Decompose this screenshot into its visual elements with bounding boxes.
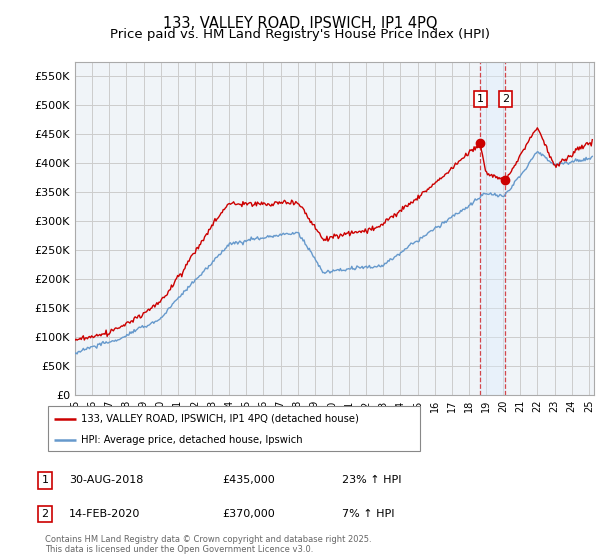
Text: HPI: Average price, detached house, Ipswich: HPI: Average price, detached house, Ipsw…	[82, 435, 303, 445]
Text: Price paid vs. HM Land Registry's House Price Index (HPI): Price paid vs. HM Land Registry's House …	[110, 28, 490, 41]
Text: 1: 1	[477, 94, 484, 104]
Text: Contains HM Land Registry data © Crown copyright and database right 2025.
This d: Contains HM Land Registry data © Crown c…	[45, 535, 371, 554]
Text: 30-AUG-2018: 30-AUG-2018	[69, 475, 143, 486]
Text: 14-FEB-2020: 14-FEB-2020	[69, 509, 140, 519]
FancyBboxPatch shape	[48, 406, 420, 451]
Text: 1: 1	[41, 475, 49, 486]
Bar	[481, 62, 505, 395]
Text: 7% ↑ HPI: 7% ↑ HPI	[342, 509, 395, 519]
Text: £370,000: £370,000	[222, 509, 275, 519]
Text: £435,000: £435,000	[222, 475, 275, 486]
Text: 2: 2	[41, 509, 49, 519]
Text: 133, VALLEY ROAD, IPSWICH, IP1 4PQ (detached house): 133, VALLEY ROAD, IPSWICH, IP1 4PQ (deta…	[82, 413, 359, 423]
Text: 2: 2	[502, 94, 509, 104]
Text: 23% ↑ HPI: 23% ↑ HPI	[342, 475, 401, 486]
Text: 133, VALLEY ROAD, IPSWICH, IP1 4PQ: 133, VALLEY ROAD, IPSWICH, IP1 4PQ	[163, 16, 437, 31]
